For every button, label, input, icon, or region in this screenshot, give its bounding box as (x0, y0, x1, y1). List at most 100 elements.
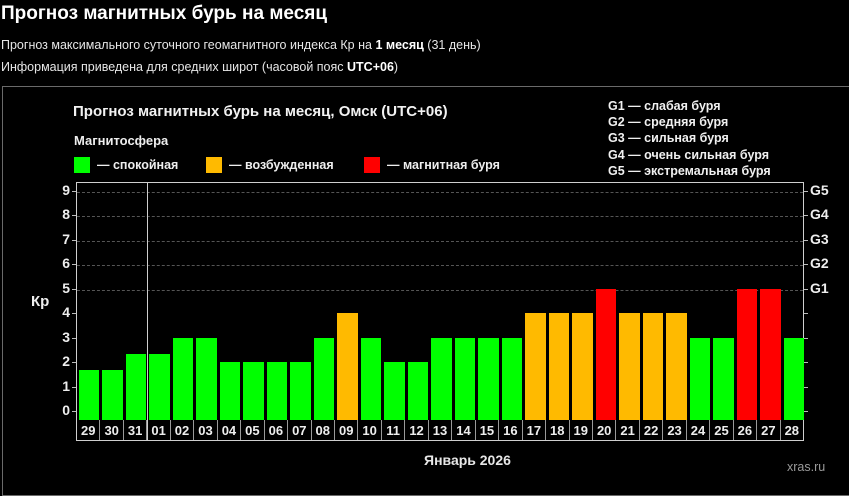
kp-bar-07 (290, 362, 311, 420)
y-tick-mark (72, 386, 76, 388)
day-label: 10 (358, 420, 382, 440)
kp-bar-08 (313, 337, 335, 420)
y-tick-mark (72, 191, 76, 192)
subtitle-text: ) (393, 60, 399, 74)
g-tick-label: G5 (810, 182, 829, 198)
right-tick-mark (804, 386, 808, 388)
x-axis-label: Январь 2026 (424, 452, 511, 468)
y-tick-mark (72, 288, 76, 290)
day-label: 12 (405, 420, 429, 440)
y-tick-label: 1 (62, 377, 70, 394)
day-label: 03 (194, 420, 218, 440)
y-tick-mark (72, 264, 76, 266)
kp-bar-13 (431, 337, 452, 420)
grid-line (77, 192, 803, 193)
kp-bar-16 (501, 337, 523, 420)
g-scale-item: G1 — слабая буря (608, 99, 721, 113)
grid-line (77, 289, 803, 291)
kp-bar-12 (407, 362, 429, 420)
y-tick-mark (72, 313, 76, 315)
kp-bar-24 (689, 337, 711, 420)
day-label: 17 (523, 420, 547, 440)
subtitle-text: Прогноз максимального суточного геомагни… (1, 38, 376, 52)
kp-bar-11 (384, 362, 405, 420)
day-label: 14 (452, 420, 476, 440)
grid-line (77, 216, 803, 218)
day-label: 24 (687, 420, 711, 440)
calm-swatch-icon (74, 157, 90, 173)
y-tick-label: 8 (62, 206, 70, 223)
grid-line (77, 265, 803, 267)
g-scale-item: G2 — средняя буря (608, 115, 729, 130)
subtitle-text: (31 день) (423, 38, 481, 52)
kp-bar-21 (619, 313, 640, 420)
day-label: 06 (265, 420, 289, 440)
y-tick-label: 7 (62, 230, 70, 247)
subtitle-bold: 1 месяц (375, 38, 424, 52)
kp-bar-27 (760, 288, 781, 420)
y-axis-label: Кр (31, 293, 50, 310)
timezone-bold: UTC+06 (347, 60, 394, 74)
chart-title: Прогноз магнитных бурь на месяц, Омск (U… (73, 103, 448, 120)
kp-bar-26 (736, 288, 758, 420)
kp-bar-09 (337, 313, 358, 420)
kp-bar-04 (219, 362, 241, 420)
kp-bar-22 (642, 313, 664, 420)
g-tick-label: G1 (810, 279, 829, 296)
kp-bar-28 (783, 337, 804, 420)
kp-bar-14 (454, 337, 476, 420)
kp-bar-18 (548, 313, 570, 420)
right-tick-mark (804, 239, 808, 241)
day-label: 22 (640, 420, 664, 440)
day-label: 30 (100, 420, 124, 440)
kp-bar-15 (478, 337, 499, 420)
day-label: 28 (784, 423, 800, 438)
day-label: 25 (710, 420, 734, 440)
page-title: Прогноз магнитных бурь на месяц (1, 3, 328, 24)
day-label: 07 (288, 420, 312, 440)
g-tick-label: G3 (810, 230, 829, 247)
today-divider (147, 182, 148, 441)
kp-bar-05 (243, 362, 264, 420)
day-label: 04 (218, 420, 242, 440)
kp-bar-10 (360, 337, 382, 420)
right-tick-mark (804, 264, 808, 266)
kp-bar-19 (572, 313, 593, 420)
y-tick-mark (72, 362, 76, 364)
day-label: 13 (429, 420, 453, 440)
kp-bar-01 (149, 354, 170, 420)
y-tick-label: 5 (62, 279, 70, 296)
legend-label: — возбужденная (229, 158, 334, 172)
day-label: 08 (312, 420, 335, 440)
kp-bar-20 (595, 288, 617, 420)
g-scale-legend: G1 — слабая буря G2 — средняя буря G3 — … (608, 98, 771, 179)
right-tick-mark (804, 362, 808, 364)
kp-bar-03 (196, 337, 217, 420)
day-label: 26 (734, 420, 758, 440)
subtitle-timezone: Информация приведена для средних широт (… (1, 60, 398, 74)
grid-line (77, 240, 803, 242)
g-scale-item: G5 — экстремальная буря (608, 163, 771, 178)
excited-swatch-icon (206, 157, 222, 173)
day-label: 11 (382, 420, 406, 440)
day-label: 19 (570, 420, 593, 440)
y-tick-mark (72, 411, 76, 412)
kp-bar-17 (525, 313, 546, 420)
subtitle-text: Информация приведена для средних широт (… (1, 60, 347, 74)
legend-title: Магнитосфера (74, 133, 169, 148)
right-tick-mark (804, 215, 808, 217)
kp-bar-25 (713, 337, 734, 420)
day-label: 31 (124, 420, 148, 440)
storm-swatch-icon (364, 157, 380, 173)
day-labels-row: 29 30 31 01 02 03 04 05 06 07 08 09 10 11 12 13 14 15 16 17… (76, 420, 804, 441)
y-tick-label: 4 (62, 304, 70, 321)
day-label: 27 (757, 420, 781, 440)
subtitle-forecast-period: Прогноз максимального суточного геомагни… (1, 38, 481, 52)
watermark: xras.ru (787, 460, 826, 474)
plot-area (76, 182, 804, 420)
g-tick-label: G4 (810, 206, 829, 223)
y-tick-label: 6 (62, 255, 70, 272)
right-tick-mark (804, 191, 808, 192)
g-scale-item: G4 — очень сильная буря (608, 147, 769, 162)
kp-bar-23 (666, 313, 687, 420)
